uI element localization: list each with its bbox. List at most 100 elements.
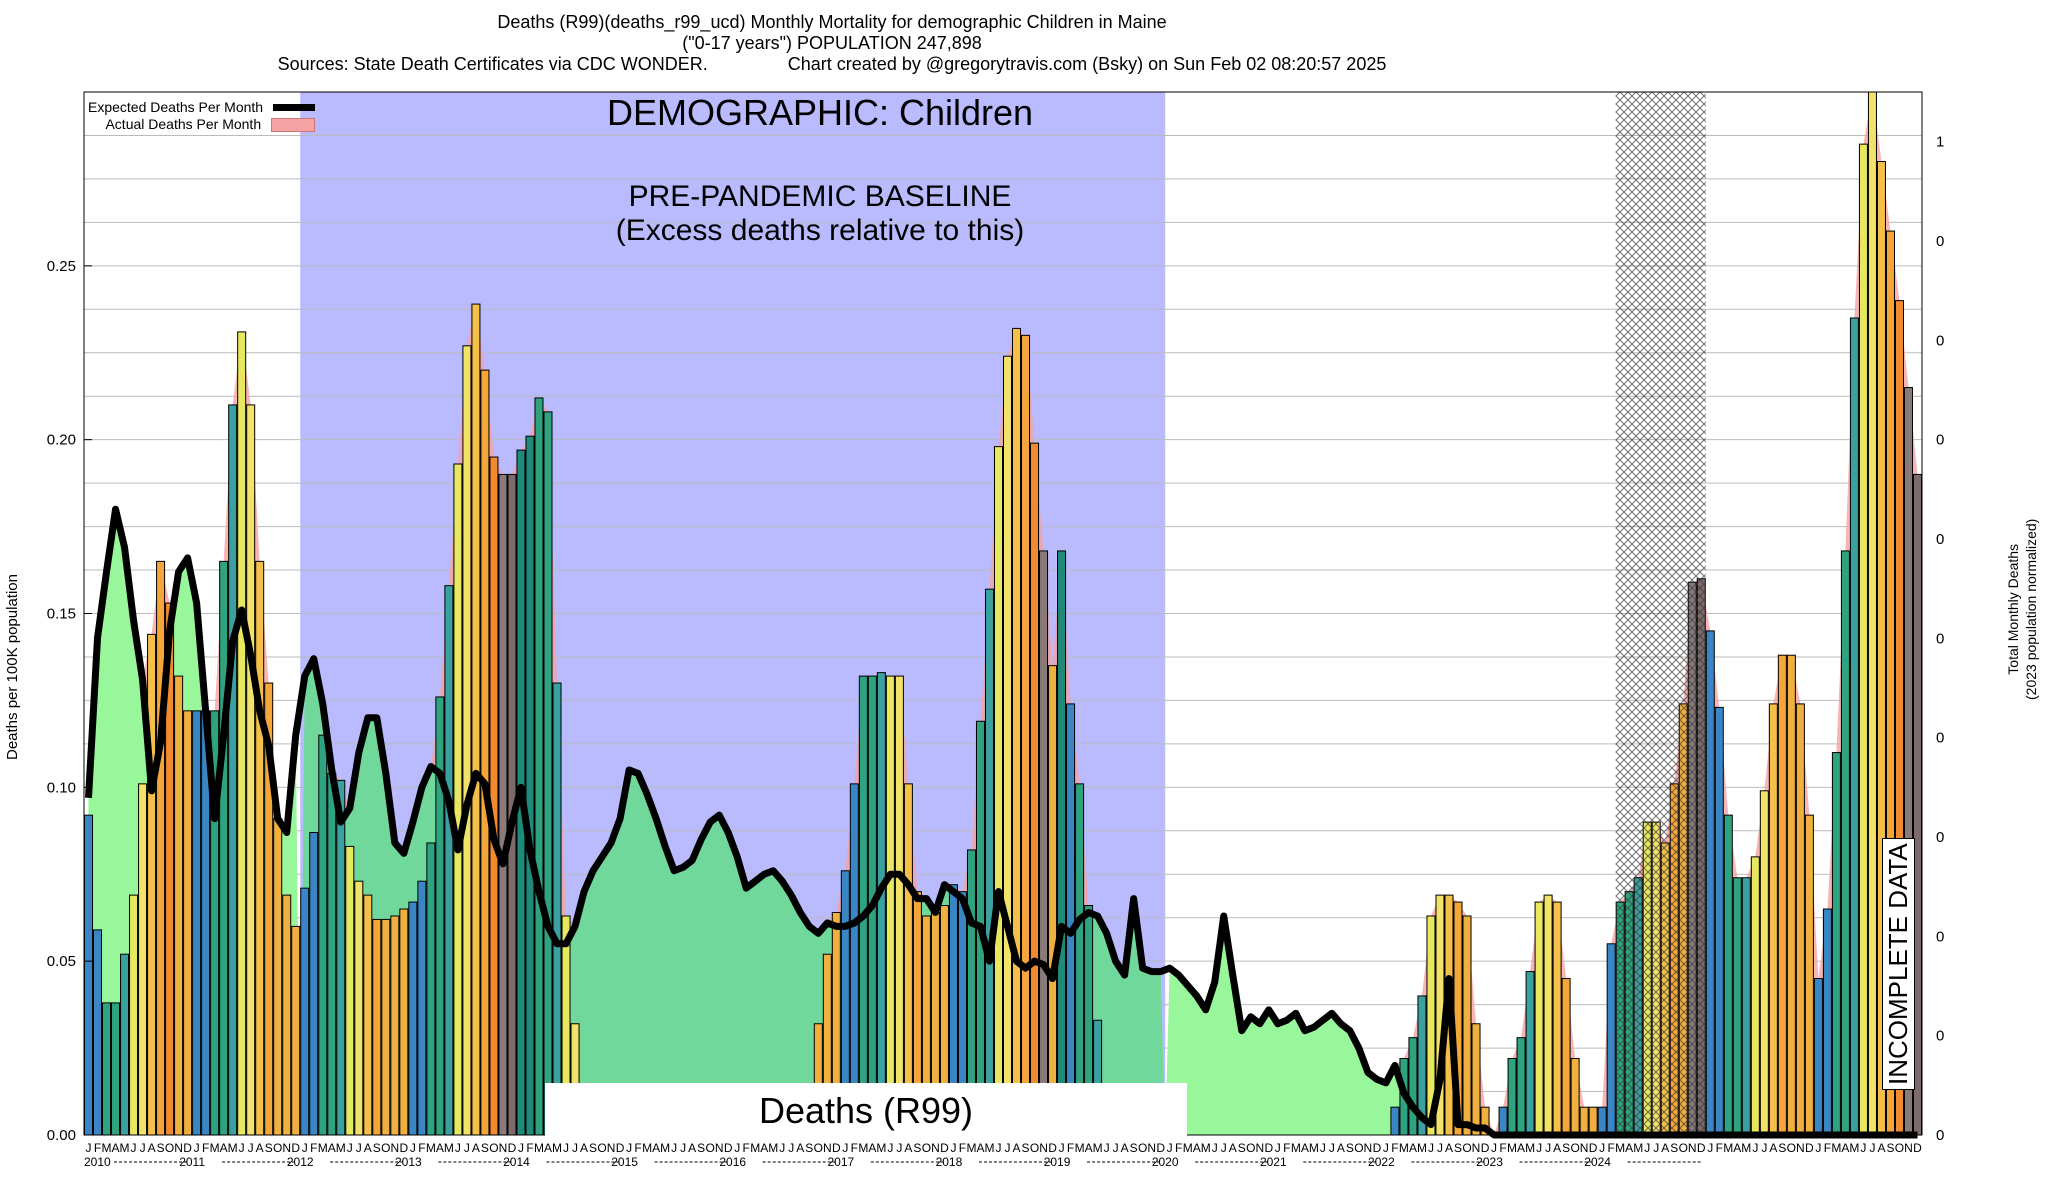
- x-month-label: N: [715, 1141, 724, 1155]
- bar: [1570, 1058, 1580, 1136]
- bar: [111, 1002, 121, 1136]
- bar: [858, 675, 868, 1136]
- y2-tick-label: 0: [1936, 233, 1944, 250]
- x-month-label: M: [1633, 1141, 1643, 1155]
- y-tick-label: 0.00: [47, 1127, 76, 1144]
- x-month-label: J: [1761, 1141, 1767, 1155]
- bar: [237, 331, 247, 1136]
- x-month-label: O: [1570, 1141, 1579, 1155]
- x-month-label: M: [228, 1141, 238, 1155]
- x-month-label: A: [436, 1141, 444, 1155]
- bar: [1471, 1023, 1481, 1136]
- bar: [498, 473, 508, 1136]
- y2-tick-label: 0: [1936, 630, 1944, 647]
- x-month-label: S: [481, 1141, 489, 1155]
- x-month-label: S: [1670, 1141, 1678, 1155]
- bar: [174, 675, 184, 1136]
- bar: [120, 953, 130, 1136]
- x-month-label: M: [966, 1141, 976, 1155]
- x-month-label: M: [1093, 1141, 1103, 1155]
- x-month-label: D: [616, 1141, 625, 1155]
- x-year-label: 2016: [719, 1155, 746, 1169]
- bar: [1849, 317, 1859, 1136]
- x-month-label: J: [1869, 1141, 1875, 1155]
- x-year-label: 2012: [287, 1155, 314, 1169]
- x-month-label: A: [1553, 1141, 1561, 1155]
- x-month-label: A: [1121, 1141, 1129, 1155]
- y2-tick-label: 1: [1936, 134, 1944, 151]
- x-month-label: A: [1733, 1141, 1741, 1155]
- x-month-label: A: [688, 1141, 696, 1155]
- x-month-label: M: [984, 1141, 994, 1155]
- x-month-label: J: [1059, 1141, 1065, 1155]
- x-month-label: S: [157, 1141, 165, 1155]
- x-month-label: S: [697, 1141, 705, 1155]
- x-month-label: F: [743, 1141, 750, 1155]
- x-month-label: J: [1167, 1141, 1173, 1155]
- x-month-label: J: [1428, 1141, 1434, 1155]
- x-month-label: J: [410, 1141, 416, 1155]
- bar: [1858, 143, 1868, 1136]
- x-month-label: J: [887, 1141, 893, 1155]
- x-month-label: F: [94, 1141, 101, 1155]
- bar: [228, 404, 238, 1136]
- x-month-label: N: [607, 1141, 616, 1155]
- bar: [381, 918, 391, 1136]
- bar: [1597, 1106, 1607, 1136]
- x-year-label: 2014: [503, 1155, 530, 1169]
- x-year-label: 2024: [1584, 1155, 1611, 1169]
- x-month-label: M: [1831, 1141, 1841, 1155]
- x-month-label: J: [842, 1141, 848, 1155]
- x-month-label: A: [652, 1141, 660, 1155]
- x-month-label: N: [1364, 1141, 1373, 1155]
- bar: [543, 411, 553, 1136]
- legend-label-expected: Expected Deaths Per Month: [88, 99, 264, 115]
- bar: [984, 588, 994, 1136]
- x-month-label: F: [959, 1141, 966, 1155]
- bar: [1777, 654, 1787, 1136]
- chart-title: Deaths (R99)(deaths_r99_ucd) Monthly Mor…: [0, 12, 1664, 75]
- x-month-label: S: [265, 1141, 273, 1155]
- bar: [1723, 814, 1733, 1136]
- x-month-label: N: [174, 1141, 183, 1155]
- x-month-label: N: [823, 1141, 832, 1155]
- bar: [156, 560, 166, 1136]
- x-month-label: M: [1417, 1141, 1427, 1155]
- demographic-annotation: DEMOGRAPHIC: Children: [606, 92, 1034, 133]
- x-month-label: O: [273, 1141, 282, 1155]
- x-month-label: S: [1778, 1141, 1786, 1155]
- x-month-label: D: [832, 1141, 841, 1155]
- x-month-label: F: [1824, 1141, 1831, 1155]
- x-month-label: M: [1615, 1141, 1625, 1155]
- expected-area: [1165, 915, 1922, 1135]
- x-month-label: M: [1201, 1141, 1211, 1155]
- x-month-label: S: [1022, 1141, 1030, 1155]
- x-month-label: J: [1221, 1141, 1227, 1155]
- baseline-annotation: PRE-PANDEMIC BASELINE (Excess deaths rel…: [330, 180, 1310, 248]
- x-month-label: S: [1886, 1141, 1894, 1155]
- x-month-label: J: [1113, 1141, 1119, 1155]
- bar: [138, 783, 148, 1136]
- bar: [993, 446, 1003, 1136]
- x-month-label: A: [220, 1141, 228, 1155]
- x-month-label: S: [1130, 1141, 1138, 1155]
- x-month-label: D: [1913, 1141, 1922, 1155]
- bar: [1012, 327, 1022, 1136]
- x-month-label: F: [634, 1141, 641, 1155]
- x-month-label: A: [580, 1141, 588, 1155]
- bar: [147, 633, 157, 1136]
- x-month-label: M: [1507, 1141, 1517, 1155]
- bar: [327, 772, 337, 1136]
- x-month-label: D: [1697, 1141, 1706, 1155]
- bar: [255, 560, 265, 1136]
- x-month-label: J: [356, 1141, 362, 1155]
- bar: [1759, 790, 1769, 1136]
- bar: [1831, 752, 1841, 1136]
- bar: [1048, 665, 1058, 1136]
- x-month-label: J: [1599, 1141, 1605, 1155]
- x-month-label: M: [426, 1141, 436, 1155]
- bar: [390, 915, 400, 1136]
- x-month-label: O: [489, 1141, 498, 1155]
- bar: [1561, 978, 1571, 1136]
